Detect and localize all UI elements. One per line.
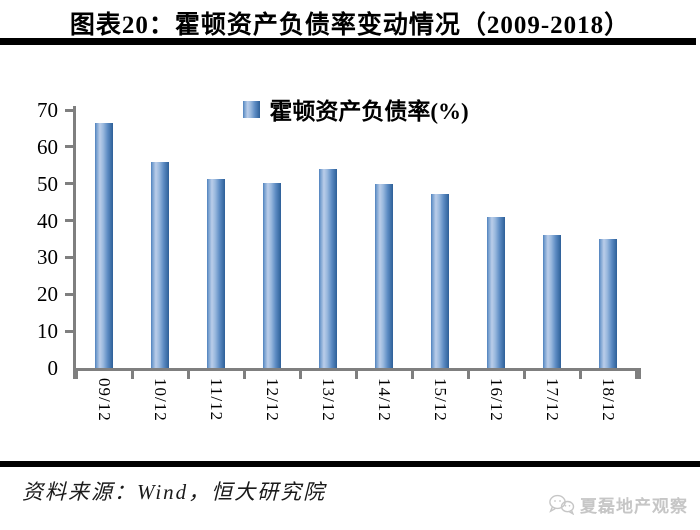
source-note: 资料来源：Wind，恒大研究院 [22,480,327,504]
x-tick-label: 13/12 [319,378,338,422]
y-tick-label: 10 [37,319,58,344]
x-tick-label: 18/12 [599,378,618,422]
bar-17/12 [543,234,561,368]
x-axis-tick [186,371,190,379]
y-axis-line [73,106,76,379]
chart-title: 图表20：霍顿资产负债率变动情况（2009-2018） [69,12,631,39]
watermark: 夏磊地产观察 [548,492,688,517]
top-rule [0,38,696,45]
y-axis-tick [65,182,73,186]
x-tick-label: 12/12 [263,378,282,422]
wechat-icon [549,494,575,515]
x-axis-tick [74,371,78,379]
x-axis-tick [466,371,470,379]
y-axis-tick [65,108,73,112]
x-tick-label: 11/12 [207,378,226,422]
legend: 霍顿资产负债率(%) [76,92,636,126]
y-axis-tick [65,145,73,149]
x-axis-labels: 09/12 10/12 11/12 12/12 13/12 14/12 15/12 16/12… [76,378,636,460]
y-tick-label: 70 [37,98,58,122]
bar-10/12 [151,161,169,368]
bar-11/12 [207,179,225,368]
y-tick-label: 50 [37,171,58,196]
x-axis-end-tick [638,371,641,379]
bar-14/12 [375,183,393,368]
bar-13/12 [319,168,337,368]
x-axis-tick [578,371,582,379]
x-axis-line [73,368,641,371]
x-axis-tick [354,371,358,379]
bar-15/12 [431,194,449,368]
y-tick-label: 40 [37,208,58,233]
x-axis-tick [522,371,526,379]
x-axis-tick [410,371,414,379]
y-tick-label: 20 [37,282,58,307]
x-axis-tick [242,371,246,379]
x-axis-tick [634,371,638,379]
y-tick-label: 30 [37,245,58,270]
y-axis-tick [65,255,73,259]
y-tick-label: 0 [47,356,59,380]
y-axis-tick [65,219,73,223]
x-tick-label: 10/12 [151,378,170,422]
x-tick-label: 17/12 [543,378,562,422]
y-axis-labels: 0 10 20 30 40 50 60 70 [0,99,66,379]
x-tick-label: 09/12 [95,378,114,422]
legend-label: 霍顿资产负债率(%) [269,99,469,124]
bar-18/12 [599,239,617,368]
bar-12/12 [263,182,281,368]
watermark-text: 夏磊地产观察 [580,497,688,516]
x-axis-tick [130,371,134,379]
y-tick-label: 60 [37,134,58,159]
x-axis-tick [298,371,302,379]
legend-swatch [243,100,261,118]
y-axis-tick [65,292,73,296]
bar-16/12 [487,216,505,368]
y-axis-tick [65,329,73,333]
x-tick-label: 15/12 [431,378,450,422]
x-tick-label: 14/12 [375,378,394,422]
bar-09/12 [95,122,113,368]
plot-area [65,106,641,379]
x-tick-label: 16/12 [487,378,506,422]
bottom-rule [0,461,700,467]
